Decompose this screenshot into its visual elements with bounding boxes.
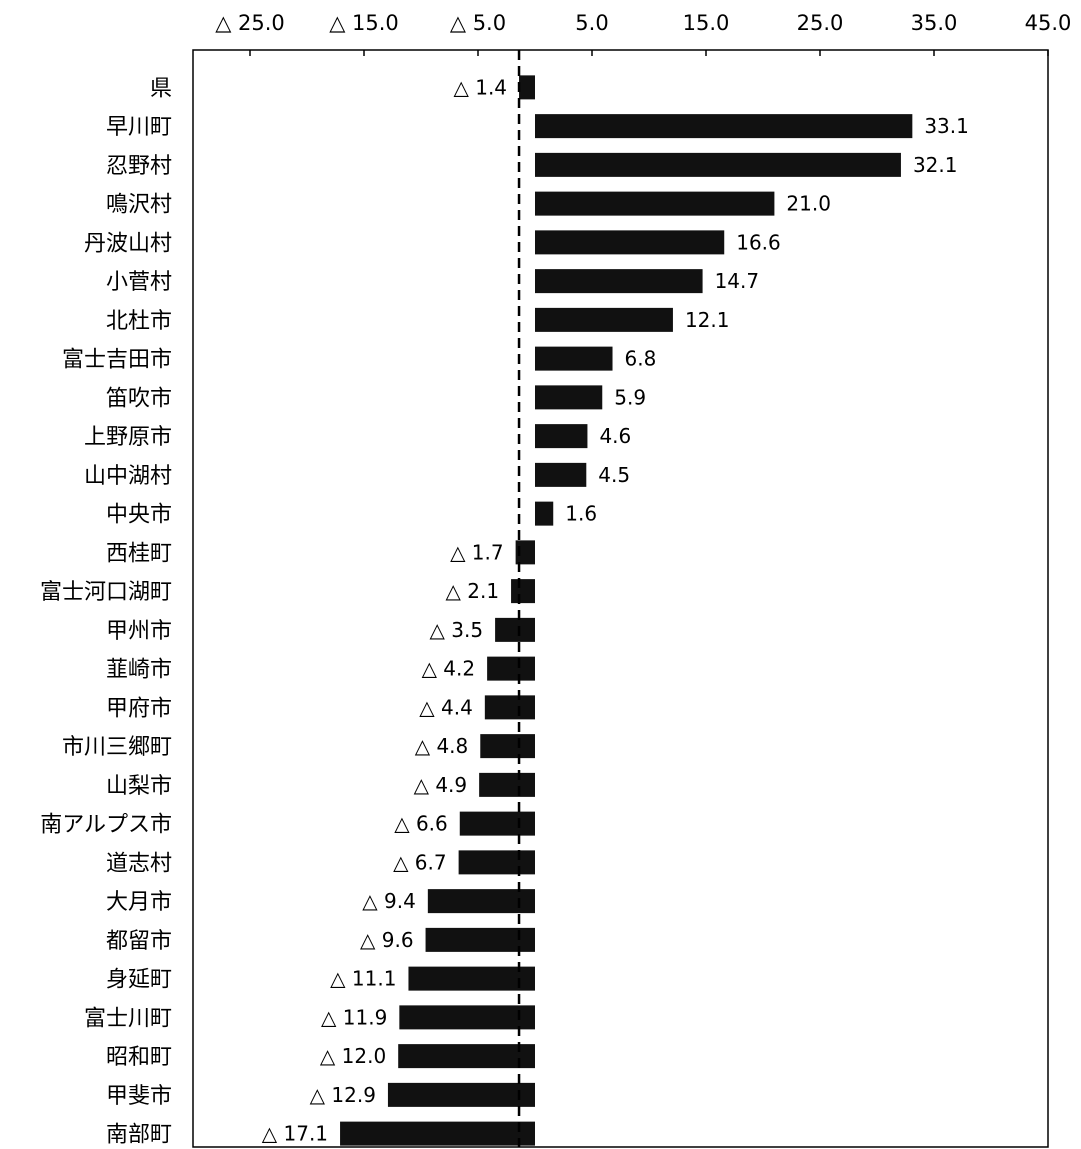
- category-label: 昭和町: [106, 1045, 172, 1070]
- category-label: 身延町: [106, 968, 172, 993]
- x-tick-label: 15.0: [683, 11, 730, 35]
- category-label: 都留市: [106, 929, 172, 954]
- data-label: 4.5: [598, 463, 630, 487]
- data-label: △ 6.7: [393, 850, 447, 874]
- data-label: △ 11.9: [321, 1005, 387, 1029]
- data-label: △ 9.4: [362, 889, 416, 913]
- data-label: △ 11.1: [330, 967, 396, 991]
- category-label: 上野原市: [84, 425, 172, 450]
- bar: [535, 191, 775, 216]
- data-label: 16.6: [736, 230, 781, 254]
- bar: [535, 501, 554, 526]
- category-label: 韮崎市: [106, 658, 172, 683]
- data-label: 32.1: [913, 153, 958, 177]
- data-label: 33.1: [924, 114, 969, 138]
- data-label: △ 2.1: [446, 579, 500, 603]
- data-label: 1.6: [565, 502, 597, 526]
- category-label: 甲斐市: [106, 1084, 172, 1109]
- bar: [425, 927, 535, 952]
- category-label: 市川三郷町: [62, 735, 172, 760]
- category-label: 県: [150, 76, 172, 101]
- bar: [408, 966, 535, 991]
- bar: [399, 1005, 535, 1030]
- bar: [459, 811, 535, 836]
- bar: [479, 772, 535, 797]
- category-label: 鳴沢村: [106, 193, 172, 218]
- bar: [515, 540, 535, 565]
- data-label: 12.1: [685, 308, 730, 332]
- bar: [535, 346, 613, 371]
- category-label: 富士河口湖町: [40, 580, 172, 605]
- bars: [340, 75, 913, 1146]
- data-label: 14.7: [715, 269, 760, 293]
- category-label: 早川町: [106, 115, 172, 140]
- data-label: 4.6: [599, 424, 631, 448]
- category-label: 甲府市: [106, 696, 172, 721]
- category-label: 山梨市: [106, 774, 172, 799]
- category-label: 富士川町: [84, 1006, 172, 1031]
- category-label: 丹波山村: [84, 231, 172, 256]
- bar: [487, 656, 535, 681]
- category-label: 中央市: [106, 503, 172, 528]
- data-label: △ 4.2: [422, 657, 476, 681]
- bar: [535, 424, 588, 449]
- bar: [458, 850, 535, 875]
- data-label: △ 4.8: [415, 734, 469, 758]
- data-labels: △ 1.4 33.1 32.1 21.016.6 14.7 12.1 6.8 5.9 4.6 4.…: [262, 75, 969, 1145]
- x-tick-label: △ 15.0: [329, 11, 399, 35]
- category-label: 西桂町: [106, 541, 172, 566]
- category-label: 甲州市: [106, 619, 172, 644]
- data-label: △ 1.4: [453, 75, 507, 99]
- bar: [340, 1121, 535, 1146]
- data-label: △ 9.6: [360, 928, 414, 952]
- category-label: 忍野村: [106, 154, 172, 179]
- bar: [535, 307, 673, 332]
- data-label: △ 4.9: [414, 773, 468, 797]
- data-label: △ 12.9: [310, 1083, 376, 1107]
- x-tick-label: △ 5.0: [450, 11, 506, 35]
- data-label: △ 12.0: [320, 1044, 386, 1068]
- data-label: 5.9: [614, 385, 646, 409]
- x-tick-label: 35.0: [911, 11, 958, 35]
- category-label: 富士吉田市: [62, 348, 172, 373]
- x-tick-label: △ 25.0: [215, 11, 285, 35]
- bar: [535, 385, 603, 410]
- data-label: 21.0: [786, 192, 831, 216]
- category-labels: 県早川町忍野村鳴沢村丹波山村小菅村北杜市富士吉田市笛吹市上野原市山中湖村中央市西…: [40, 76, 172, 1147]
- data-label: △ 3.5: [430, 618, 484, 642]
- bar: [484, 695, 535, 720]
- bar: [535, 152, 901, 177]
- category-label: 山中湖村: [84, 464, 172, 489]
- x-tick-label: 5.0: [575, 11, 608, 35]
- data-label: △ 4.4: [419, 695, 473, 719]
- x-axis-ticks: △ 25.0 △ 15.0 △ 5.0 5.0 15.0 25.0 35.0 45.0: [215, 11, 1071, 56]
- x-tick-label: 45.0: [1025, 11, 1072, 35]
- data-label: △ 17.1: [262, 1122, 328, 1146]
- data-label: △ 6.6: [394, 812, 448, 836]
- bar: [519, 75, 535, 100]
- category-label: 大月市: [106, 890, 172, 915]
- x-tick-label: 25.0: [797, 11, 844, 35]
- bar: [427, 889, 535, 914]
- bar: [535, 269, 703, 294]
- bar: [387, 1082, 535, 1107]
- data-label: 6.8: [625, 347, 657, 371]
- bar: [398, 1044, 535, 1069]
- bar: [511, 579, 535, 604]
- bar: [535, 114, 913, 139]
- category-label: 笛吹市: [106, 386, 172, 411]
- category-label: 道志村: [106, 851, 172, 876]
- category-label: 北杜市: [106, 309, 172, 334]
- data-label: △ 1.7: [450, 540, 504, 564]
- bar: [480, 734, 535, 759]
- bar: [535, 230, 725, 255]
- category-label: 南部町: [106, 1123, 172, 1148]
- category-label: 南アルプス市: [40, 813, 172, 838]
- bar: [495, 617, 535, 642]
- plot-frame: [192, 49, 1049, 1148]
- category-label: 小菅村: [106, 270, 172, 295]
- bar: [535, 462, 587, 487]
